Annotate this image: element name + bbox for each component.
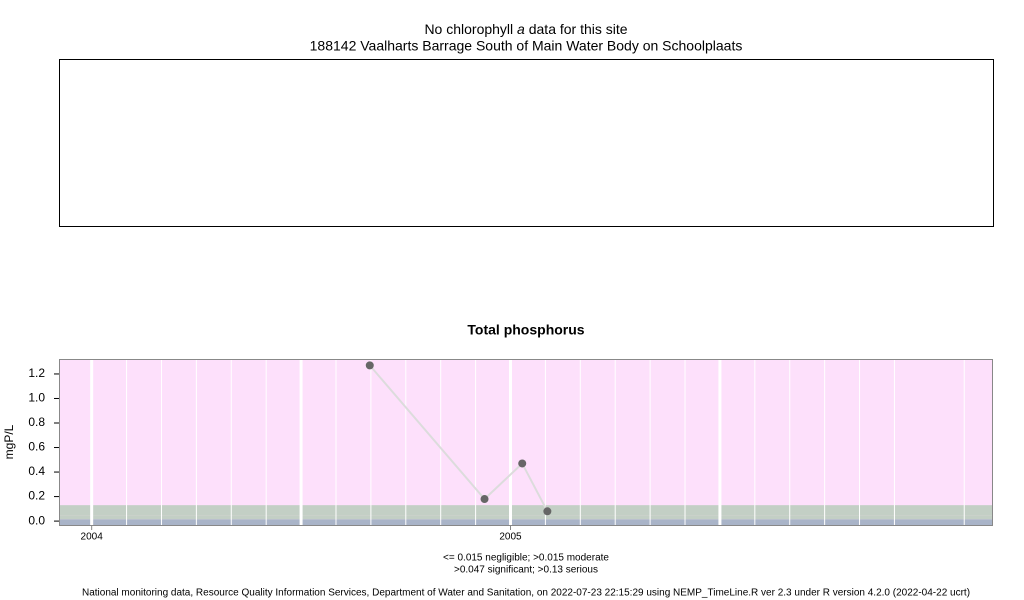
title-part: No chlorophyll xyxy=(424,21,513,37)
footer: National monitoring data, Resource Quali… xyxy=(82,588,970,599)
y-tick-label: 0.4 xyxy=(28,464,45,478)
series-line xyxy=(369,364,549,512)
y-tick-label: 0.0 xyxy=(28,513,45,527)
data-point xyxy=(365,361,374,370)
data-point xyxy=(480,495,489,504)
plot-area: 0.0 0.2 0.4 0.6 0.8 1.0 1.2 2004 2005 xyxy=(28,359,993,543)
y-tick-label: 1.2 xyxy=(28,366,45,380)
threshold-band xyxy=(59,519,993,526)
chart-subtitle: 188142 Vaalharts Barrage South of Main W… xyxy=(310,38,743,54)
y-tick-label: 1.0 xyxy=(28,391,45,405)
note: <= 0.015 negligible; >0.015 moderate xyxy=(443,553,609,564)
threshold-band xyxy=(59,505,993,516)
chart-title: Total phosphorus xyxy=(467,322,584,338)
data-point xyxy=(518,459,527,468)
empty-panel xyxy=(59,59,994,227)
y-axis-label: mgP/L xyxy=(2,424,16,459)
note: >0.047 significant; >0.13 serious xyxy=(454,565,598,576)
chart-title: No chlorophyll a data for this site xyxy=(424,21,627,37)
threshold-band xyxy=(59,515,993,520)
title-part: data for this site xyxy=(529,21,628,37)
plot-frame xyxy=(59,359,993,526)
data-point xyxy=(543,507,552,516)
x-tick-label: 2004 xyxy=(81,532,104,543)
title-part: a xyxy=(517,21,525,37)
y-tick-label: 0.8 xyxy=(28,415,45,429)
y-tick-label: 0.2 xyxy=(28,489,45,503)
y-tick-label: 0.6 xyxy=(28,440,45,454)
x-tick-label: 2005 xyxy=(499,532,522,543)
plot-background xyxy=(59,359,993,526)
